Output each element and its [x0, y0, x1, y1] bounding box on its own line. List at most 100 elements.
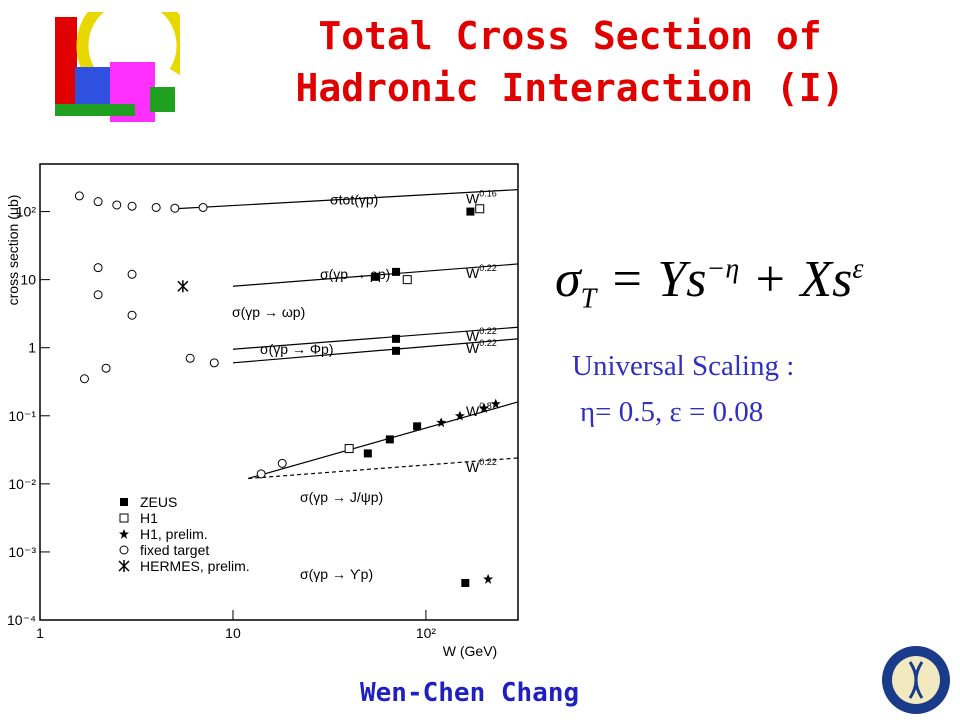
data-point	[93, 263, 103, 273]
plot: 1 10 10² 10² 10 1 10⁻¹ 10⁻² 10⁻³ 10⁻⁴ W (GeV) cross…	[5, 163, 519, 659]
fit-line	[232, 326, 519, 350]
data-point	[475, 204, 485, 214]
y-tick-label: 10⁻¹	[8, 408, 36, 424]
fit-name: σtot(γp)	[330, 192, 378, 208]
fit-power: W0.16	[466, 189, 497, 207]
data-point	[112, 200, 122, 210]
data-point	[363, 449, 372, 458]
y-tick-label: 10⁻²	[8, 476, 36, 492]
logo	[55, 12, 180, 122]
legend-label: H1	[140, 510, 158, 526]
x-axis-label: W (GeV)	[443, 643, 497, 659]
data-point	[392, 334, 401, 343]
data-point	[93, 290, 103, 300]
fit-power: W0.22	[466, 263, 497, 281]
title: Hadronic Interaction (I)	[295, 66, 845, 110]
power-base: W	[466, 340, 480, 356]
legend-label: ZEUS	[140, 494, 177, 510]
legend-marker	[120, 498, 128, 506]
power-exp: 0.22	[479, 457, 497, 467]
data-point	[198, 202, 208, 212]
legend-marker	[119, 545, 129, 555]
data-point	[170, 203, 180, 213]
y-tick-label: 10⁻³	[8, 544, 36, 560]
data-point	[127, 201, 137, 211]
data-point	[483, 574, 494, 585]
fit-power: W0.8	[466, 401, 492, 419]
plot-frame	[39, 163, 519, 621]
y-tick-label: 1	[28, 340, 36, 356]
data-point	[385, 435, 394, 444]
data-point	[209, 358, 219, 368]
data-point	[344, 444, 354, 454]
x-tick-label: 1	[36, 625, 44, 641]
power-exp: 0.22	[479, 263, 497, 273]
fit-line	[248, 401, 519, 480]
fit-name: σ(γp → ωp)	[232, 304, 305, 320]
x-tick-label: 10	[225, 625, 241, 641]
y-axis-label: cross section (μb)	[5, 195, 21, 306]
data-point	[127, 269, 137, 279]
data-point	[454, 410, 465, 421]
y-tick-label: 10²	[16, 204, 37, 220]
scaling: η= 0.5, ε = 0.08	[580, 396, 764, 428]
legend-marker	[118, 560, 130, 572]
power-base: W	[466, 403, 480, 419]
fit-line	[174, 189, 519, 210]
seal	[882, 646, 950, 714]
data-point	[402, 275, 412, 285]
data-point	[151, 202, 161, 212]
data-point	[436, 417, 447, 428]
legend-label: HERMES, prelim.	[140, 558, 250, 574]
data-point	[74, 191, 84, 201]
title: Total Cross Section of	[318, 14, 822, 58]
power-base: W	[466, 459, 480, 475]
data-point	[127, 310, 137, 320]
data-point	[371, 272, 380, 281]
data-point	[256, 469, 266, 479]
legend-marker	[119, 513, 129, 523]
fit-power: W0.22	[466, 338, 497, 356]
power-base: W	[466, 265, 480, 281]
formula-part: T	[580, 283, 597, 315]
formula-part: −η	[706, 253, 740, 285]
x-tick-label: 10²	[416, 625, 437, 641]
fit-name: σ(γp → ϒp)	[300, 566, 373, 582]
legend-label: fixed target	[140, 542, 209, 558]
fit-power: W0.22	[466, 326, 497, 344]
legend-marker	[119, 529, 129, 539]
data-point	[461, 578, 470, 587]
power-exp: 0.22	[479, 326, 497, 336]
formula-part: σ	[555, 251, 581, 308]
data-point	[392, 346, 401, 355]
data-point	[177, 280, 189, 293]
formula-part: + Xs	[752, 251, 853, 308]
data-point	[466, 207, 475, 216]
data-point	[185, 353, 195, 363]
data-point	[413, 422, 422, 431]
fit-power: W0.22	[466, 457, 497, 475]
y-tick-label: 10	[20, 272, 36, 288]
y-tick-label: 10⁻⁴	[7, 612, 36, 628]
formula-part: ε	[852, 253, 864, 285]
power-exp: 0.22	[479, 338, 497, 348]
formula: σT = Ys−η + Xsε	[555, 250, 863, 315]
data-point	[277, 458, 287, 468]
power-base: W	[466, 191, 480, 207]
power-exp: 0.8	[479, 401, 492, 411]
formula-part: = Ys	[609, 251, 707, 308]
power-exp: 0.16	[479, 189, 497, 199]
data-point	[490, 398, 501, 409]
footer: Wen-Chen Chang	[360, 678, 580, 708]
data-point	[479, 403, 490, 414]
fit-name: σ(γp → Φp)	[260, 341, 334, 357]
data-point	[392, 267, 401, 276]
data-point	[101, 363, 111, 373]
data-point	[79, 374, 89, 384]
fit-line	[232, 338, 519, 364]
scaling: Universal Scaling :	[572, 350, 795, 382]
fit-line	[248, 457, 519, 480]
fit-name: σ(γp → J/ψp)	[300, 489, 383, 505]
data-point	[93, 197, 103, 207]
legend-label: H1, prelim.	[140, 526, 208, 542]
